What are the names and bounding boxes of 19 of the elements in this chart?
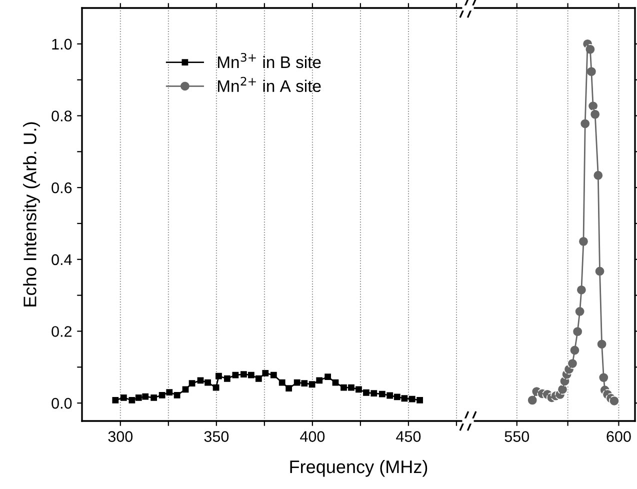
y-tick-label: 0.8	[52, 110, 72, 122]
point	[112, 396, 119, 404]
x-tick-label: 400	[300, 431, 325, 442]
legend-label: Mn$^{3+}$ in B site	[218, 52, 321, 68]
legend-label: Mn$^{2+}$ in A site	[218, 76, 321, 92]
y-tick-label: 1.0	[52, 38, 72, 50]
x-tick-label: 300	[108, 431, 133, 442]
y-axis-title: Echo Intensity (Arb. U.)	[23, 122, 40, 306]
point	[608, 396, 620, 406]
y-tick-label: 0.0	[52, 398, 72, 409]
x-tick-label: 450	[396, 431, 421, 442]
x-tick-label: 600	[606, 431, 631, 442]
point	[416, 396, 423, 404]
x-tick-label: 550	[504, 431, 530, 442]
y-tick-label: 0.4	[52, 254, 72, 266]
x-tick-label: 350	[204, 431, 229, 442]
y-tick-label: 0.2	[52, 326, 72, 337]
x-axis-title: Frequency (MHz)	[290, 460, 428, 477]
y-tick-label: 0.6	[52, 182, 72, 194]
